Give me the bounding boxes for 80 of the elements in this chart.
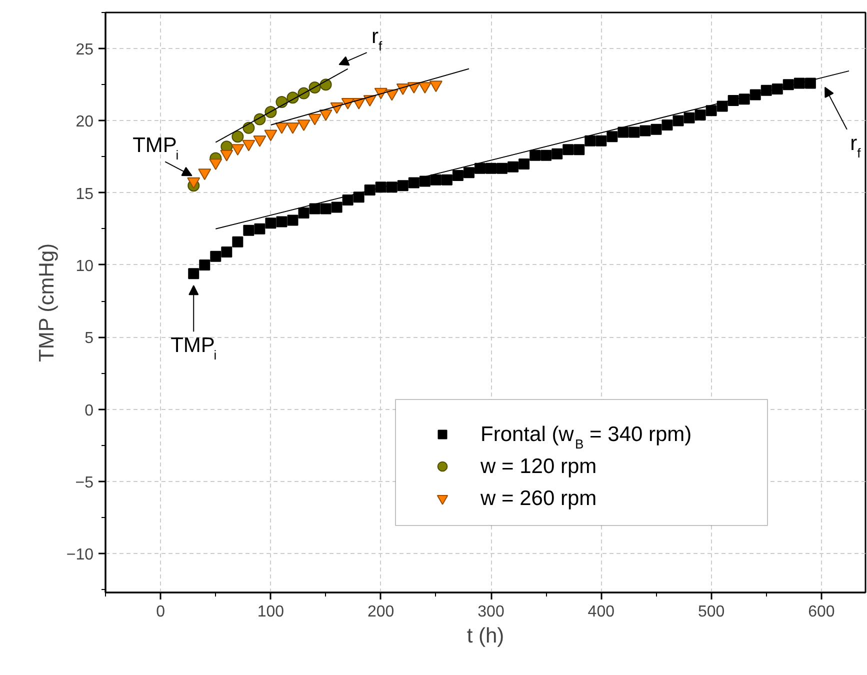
point (782, 79, 794, 90)
point (375, 182, 386, 193)
point (342, 194, 354, 206)
point (463, 167, 474, 178)
legend-label: w = 260 rpm (480, 487, 597, 510)
point (552, 148, 563, 160)
point (738, 94, 750, 105)
point (508, 161, 519, 172)
point (353, 192, 364, 203)
point (232, 130, 244, 143)
point (386, 182, 398, 193)
point (750, 89, 761, 100)
legend-label: w = 120 rpm (480, 455, 597, 478)
y-tick-label: 15 (76, 186, 94, 203)
point (684, 112, 695, 124)
point (276, 96, 288, 108)
point (243, 224, 254, 236)
point (397, 180, 408, 192)
point (672, 115, 684, 126)
point (772, 83, 783, 94)
point (650, 124, 662, 135)
point (706, 105, 717, 116)
y-tick-label: 5 (84, 330, 94, 348)
point (760, 84, 772, 96)
point (265, 218, 276, 229)
point (694, 109, 706, 120)
point (562, 144, 574, 156)
point (662, 120, 673, 131)
point (408, 177, 420, 188)
point (232, 236, 244, 248)
point (628, 126, 640, 138)
y-tick-label: 25 (76, 42, 94, 59)
x-tick-label: 100 (257, 604, 284, 620)
point (430, 174, 442, 186)
point (221, 246, 232, 258)
x-axis-title: t (h) (466, 624, 504, 648)
point (287, 214, 298, 226)
point (496, 162, 508, 174)
point (309, 203, 320, 214)
point (474, 162, 486, 174)
point (441, 174, 452, 186)
point (606, 131, 618, 142)
point (574, 144, 585, 156)
point (804, 78, 816, 89)
point (540, 150, 552, 161)
x-tick-label: 400 (588, 604, 615, 620)
point (794, 78, 805, 89)
point (364, 184, 376, 196)
point (254, 223, 266, 234)
point (331, 202, 342, 213)
point (199, 259, 210, 270)
point (210, 250, 222, 262)
y-tick-label: 10 (76, 258, 94, 275)
point (584, 135, 596, 146)
point (530, 150, 541, 161)
y-tick-label: 0 (84, 402, 94, 420)
x-tick-label: 600 (808, 604, 835, 620)
point (188, 268, 200, 280)
x-tick-label: 200 (368, 604, 394, 620)
point (728, 95, 739, 106)
point (298, 208, 310, 219)
y-axis-title: TMP (cmHg) (35, 243, 58, 362)
point (596, 135, 607, 146)
point (320, 203, 332, 214)
point (716, 100, 728, 112)
y-tick-label: 20 (76, 114, 94, 131)
y-tick-label: −5 (75, 474, 94, 492)
point (618, 126, 629, 138)
point (242, 122, 255, 134)
x-tick-label: 500 (698, 604, 725, 620)
point (518, 158, 530, 170)
x-tick-label: 0 (156, 604, 166, 620)
point (640, 125, 651, 136)
point (452, 170, 464, 182)
point (419, 176, 430, 187)
y-tick-label: −10 (66, 546, 94, 564)
point (276, 216, 288, 228)
x-tick-label: 300 (478, 604, 504, 620)
point (486, 162, 497, 174)
point (320, 78, 332, 91)
